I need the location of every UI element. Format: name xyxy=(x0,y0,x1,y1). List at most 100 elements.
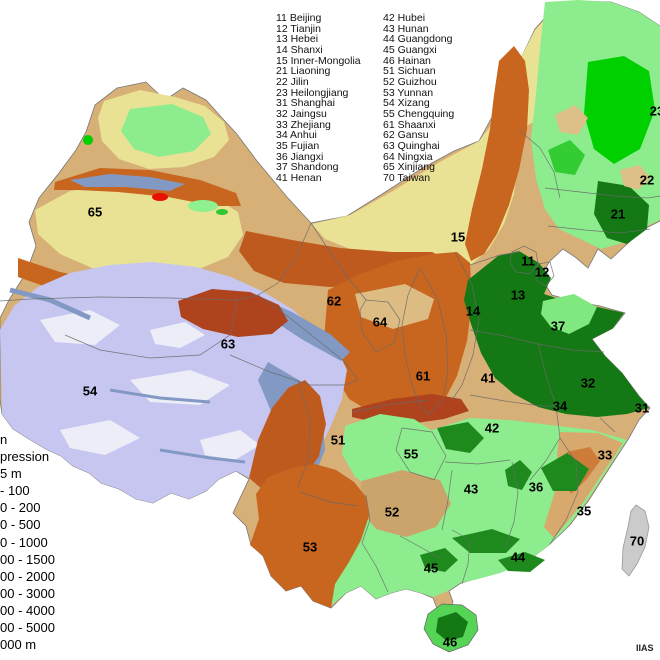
elevation-legend-line: 00 - 3000 xyxy=(0,585,55,601)
province-list-item: 11 Beijing xyxy=(276,12,322,24)
province-list-item: 34 Anhui xyxy=(276,129,317,142)
region-shandong-hills xyxy=(541,294,597,334)
province-list-item: 22 Jilin xyxy=(276,75,309,88)
region-khingan-range xyxy=(465,46,529,261)
map-label-45: 45 xyxy=(423,560,439,576)
province-list-item: 35 Fujian xyxy=(276,139,320,152)
map-label-23: 23 xyxy=(649,103,660,119)
ridge-karakoram xyxy=(9,287,92,321)
province-list-item: 15 Inner-Mongolia xyxy=(276,54,361,67)
map-label-63: 63 xyxy=(220,336,236,352)
elevation-legend-line: - 100 xyxy=(0,483,30,499)
ridge-tanggula xyxy=(109,388,211,404)
region-yunnan-orange xyxy=(250,464,369,608)
turpan-green-halo xyxy=(188,200,218,212)
elevation-legend-line: 00 - 4000 xyxy=(0,602,55,618)
map-label-37: 37 xyxy=(550,318,566,334)
hills-west-hubei xyxy=(437,422,484,453)
ridge-nyainqentanglha xyxy=(159,448,246,464)
province-list-item: 55 Chengquing xyxy=(383,107,455,120)
map-label-12: 12 xyxy=(534,264,550,280)
province-list-item: 70 Taiwan xyxy=(383,171,431,184)
region-northeast xyxy=(531,0,660,249)
map-label-62: 62 xyxy=(326,293,342,309)
elevation-legend-line: 00 - 2000 xyxy=(0,568,55,584)
tibet-snow-patch-3 xyxy=(60,420,140,455)
province-list-item: 23 Heilongjiang xyxy=(276,86,349,99)
province-list-item: 31 Shanghai xyxy=(276,97,335,110)
elevation-legend-line: 000 m xyxy=(0,637,37,653)
province-list-item: 12 Tianjin xyxy=(276,22,321,35)
region-north-china-plain xyxy=(464,251,649,417)
map-label-33: 33 xyxy=(597,447,613,463)
elevation-legend-line: 0 - 200 xyxy=(0,500,41,516)
ne-tan-patch-1 xyxy=(555,105,588,135)
province-list-item: 14 Shanxi xyxy=(276,43,323,56)
map-label-65: 65 xyxy=(87,204,103,220)
hills-luoxiao xyxy=(505,460,532,490)
map-label-42: 42 xyxy=(484,420,500,436)
province-list-item: 54 Xizang xyxy=(383,97,430,110)
map-label-64: 64 xyxy=(372,314,388,330)
turpan-depression-red xyxy=(152,193,168,201)
province-list-item: 21 Liaoning xyxy=(276,65,331,78)
province-list-item: 36 Jiangxi xyxy=(276,150,324,163)
tianshan-bluegray-ridge xyxy=(70,174,185,191)
ne-medium-green-1 xyxy=(548,140,585,175)
map-label-14: 14 xyxy=(465,303,481,319)
map-label-32: 32 xyxy=(580,375,596,391)
province-boundaries xyxy=(0,129,660,593)
elevation-legend-line: 0 - 500 xyxy=(0,517,41,533)
province-list-item: 41 Henan xyxy=(276,171,322,184)
province-list-item: 45 Guangxi xyxy=(383,43,437,56)
province-list-item: 62 Gansu xyxy=(383,129,429,142)
province-list-item: 33 Zhejiang xyxy=(276,118,331,131)
map-label-55: 55 xyxy=(403,446,419,462)
map-label-53: 53 xyxy=(302,539,318,555)
map-label-51: 51 xyxy=(330,432,346,448)
elevation-legend-line: n xyxy=(0,432,8,447)
map-label-43: 43 xyxy=(463,481,479,497)
province-list-item: 61 Shaanxi xyxy=(383,118,436,131)
map-label-36: 36 xyxy=(528,479,544,495)
province-list-item: 44 Guangdong xyxy=(383,33,453,46)
hainan-highlands xyxy=(436,612,468,641)
region-inner-mongolia-steppe xyxy=(312,118,518,267)
ne-tan-patch-2 xyxy=(620,165,650,190)
tibet-snow-patch-5 xyxy=(150,322,205,348)
map-label-46: 46 xyxy=(442,634,458,650)
province-list-item: 52 Guizhou xyxy=(383,75,437,88)
islands xyxy=(423,504,650,653)
province-list-item: 63 Quinghai xyxy=(383,139,440,152)
province-list-item: 43 Hunan xyxy=(383,22,429,35)
hills-nanling xyxy=(452,529,520,553)
hills-guangdong-east xyxy=(498,552,545,572)
elevation-legend-line: 00 - 5000 xyxy=(0,620,55,636)
region-changbai-dark-green xyxy=(594,181,649,244)
map-label-22: 22 xyxy=(639,172,655,188)
elevation-legend-line: pression xyxy=(0,449,50,465)
elevation-legend: n pression 5 m- 100 0 - 200 0 - 500 0 - 1000 0… xyxy=(0,431,55,653)
map-label-13: 13 xyxy=(510,287,526,303)
region-guizhou-tan xyxy=(358,470,451,537)
map-label-44: 44 xyxy=(510,549,526,565)
province-list-item: 32 Jaingsu xyxy=(276,107,327,120)
province-list-item: 53 Yunnan xyxy=(383,86,434,99)
map-label-11: 11 xyxy=(521,253,535,269)
tibet-snow-patch-4 xyxy=(200,430,260,460)
region-ordos-tan xyxy=(355,284,434,329)
province-list-item: 46 Hainan xyxy=(383,54,431,67)
tibet-snow-patch-1 xyxy=(40,310,120,345)
green-spot-hami xyxy=(216,209,228,215)
province-list-item: 42 Hubei xyxy=(383,12,426,24)
region-south-light-green xyxy=(306,418,627,604)
map-label-31: 31 xyxy=(634,400,650,416)
map-label-21: 21 xyxy=(610,206,626,222)
junggar-green-patch xyxy=(121,104,211,157)
map-label-34: 34 xyxy=(552,398,568,414)
province-list-item: 51 Sichuan xyxy=(383,65,436,78)
region-east-plains xyxy=(464,251,649,417)
elevation-legend-line: 0 - 1000 xyxy=(0,534,48,550)
